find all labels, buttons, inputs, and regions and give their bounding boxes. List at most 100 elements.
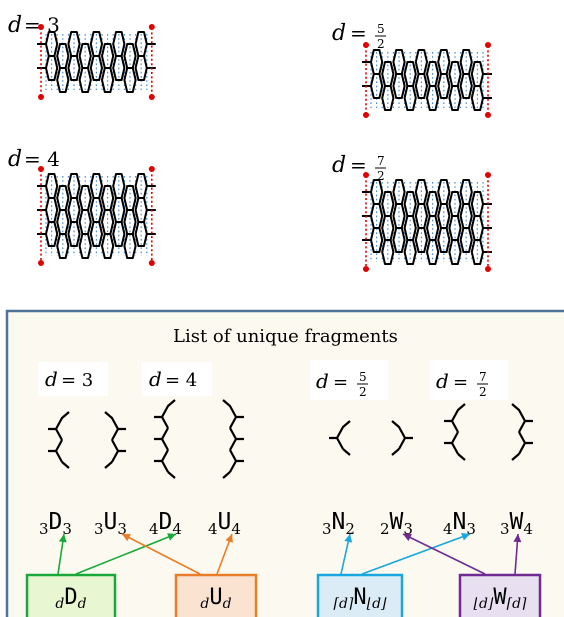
boundary-dot xyxy=(363,42,369,48)
hexagon xyxy=(67,55,81,81)
fragment-label: 4U4 xyxy=(208,509,241,538)
hexagon xyxy=(56,209,70,235)
boundary-dot xyxy=(363,112,369,118)
hexagon xyxy=(403,85,417,111)
svg-text:d: d xyxy=(436,369,449,393)
lattice-d4 xyxy=(37,166,156,266)
hexagon xyxy=(426,85,440,111)
hexagon xyxy=(45,221,59,247)
hexagon xyxy=(448,85,462,111)
arrow-line xyxy=(361,533,471,575)
fragment-shape xyxy=(154,399,176,479)
fragment-class-label: ⌊d⌋W⌈d⌉ xyxy=(473,585,527,612)
arrow-line xyxy=(75,533,177,575)
hexagon xyxy=(437,73,451,99)
boundary-dot xyxy=(38,260,44,266)
svg-text:2: 2 xyxy=(359,385,367,399)
hexagon xyxy=(112,55,126,81)
fragment-shape xyxy=(511,403,533,461)
hexagon xyxy=(89,221,103,247)
hexagon xyxy=(67,221,81,247)
hexagon xyxy=(403,239,417,265)
svg-text:5: 5 xyxy=(377,22,385,36)
fragment-label: 3U3 xyxy=(94,509,127,538)
svg-text:d: d xyxy=(8,147,22,172)
boundary-dot xyxy=(148,24,155,30)
fragment-class-box: dUd xyxy=(174,573,258,617)
hexagon xyxy=(78,67,92,93)
boundary-dot xyxy=(38,166,44,172)
svg-text:=: = xyxy=(350,153,367,177)
svg-text:=: = xyxy=(333,372,348,393)
hexagon xyxy=(426,239,440,265)
boundary-dot xyxy=(485,266,491,272)
fragment-shape xyxy=(104,411,126,469)
hexagon xyxy=(392,227,406,253)
group-label-d4: d = 4 xyxy=(142,362,212,396)
lattice-label-d7-2: d = 7 2 xyxy=(332,153,386,183)
lattice-label-d4: d = 4 xyxy=(8,147,60,172)
hexagon xyxy=(403,215,417,241)
arrow-head xyxy=(58,534,67,543)
hexagon xyxy=(381,239,395,265)
lattice-d3 xyxy=(37,24,156,100)
fragment-class-label: dDd xyxy=(55,585,86,612)
svg-text:=: = xyxy=(350,21,367,45)
arrow-line xyxy=(121,533,201,575)
boundary-dot xyxy=(38,24,44,30)
boundary-dot xyxy=(485,112,491,118)
fragment-shapes xyxy=(48,399,533,479)
boundary-dot xyxy=(363,266,369,272)
arrow-head xyxy=(122,534,131,542)
hexagon xyxy=(78,209,92,235)
arrow-head xyxy=(225,534,233,543)
hexagon xyxy=(414,227,428,253)
hexagon xyxy=(459,227,473,253)
hexagon xyxy=(134,221,148,247)
svg-text:5: 5 xyxy=(359,370,367,384)
hexagon xyxy=(459,73,473,99)
boundary-dot xyxy=(485,172,491,178)
arrow-head xyxy=(513,534,522,543)
boundary-dot xyxy=(38,94,44,100)
lattice-d5-2 xyxy=(362,42,492,118)
hexagon xyxy=(123,67,137,93)
hexagon xyxy=(56,67,70,93)
svg-text:7: 7 xyxy=(479,370,487,384)
fragment-label: 4N3 xyxy=(443,509,476,538)
boundary-dot xyxy=(148,260,155,266)
arrow-head xyxy=(461,533,470,541)
svg-text:2: 2 xyxy=(377,169,385,183)
fragment-class-box: ⌊d⌋W⌈d⌉ xyxy=(458,573,542,617)
fragment-label: 4D4 xyxy=(149,509,182,538)
fragment-shape xyxy=(391,420,413,456)
fragment-shape xyxy=(222,399,244,479)
fragment-class-label: ⌈d⌉N⌊d⌋ xyxy=(333,585,387,612)
hexagon xyxy=(381,215,395,241)
fragment-label: 2W3 xyxy=(380,509,413,538)
fragment-class-box: ⌈d⌉N⌊d⌋ xyxy=(316,573,404,617)
hexagon xyxy=(437,227,451,253)
hexagon xyxy=(45,55,59,81)
svg-text:2: 2 xyxy=(479,385,487,399)
hexagon xyxy=(448,215,462,241)
hexagon xyxy=(78,233,92,259)
hexagon xyxy=(370,73,384,99)
lattice-d7-2 xyxy=(362,172,492,272)
svg-text:d: d xyxy=(332,21,346,46)
fragment-label: 3N2 xyxy=(322,509,355,538)
hexagon xyxy=(123,209,137,235)
hexagon xyxy=(470,239,484,265)
hexagon xyxy=(470,215,484,241)
fragment-classes: dDd dUd ⌈d⌉N⌊d⌋ ⌊d⌋W⌈d⌉ xyxy=(25,573,542,617)
fragment-shape xyxy=(329,420,351,456)
fragment-label: 3W4 xyxy=(500,509,533,538)
svg-text:7: 7 xyxy=(377,154,385,168)
svg-text:d: d xyxy=(8,13,22,38)
hexagon xyxy=(112,221,126,247)
arrow-head xyxy=(403,533,412,542)
arrow-head xyxy=(167,533,176,541)
panel-title: List of unique fragments xyxy=(173,326,398,347)
svg-text:= 4: = 4 xyxy=(165,370,197,391)
